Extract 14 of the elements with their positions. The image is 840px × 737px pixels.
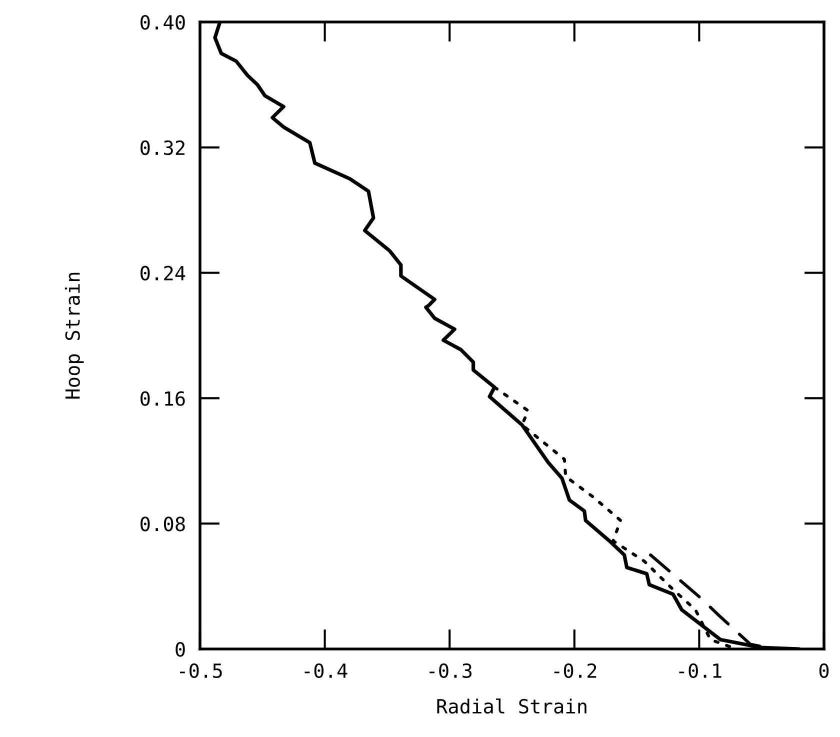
- y-tick-label: 0.40: [140, 15, 185, 30]
- y-tick-label: 0.08: [140, 516, 185, 532]
- x-tick-label: -0.2: [554, 663, 596, 678]
- x-tick-label: -0.3: [430, 663, 472, 678]
- x-axis-title: Radial Strain: [437, 698, 586, 714]
- x-tick-label: -0.1: [679, 663, 722, 678]
- y-axis-title: Hoop Strain: [64, 272, 84, 399]
- y-tick-label: 0: [176, 642, 185, 657]
- y-tick-label: 0.24: [140, 266, 186, 281]
- x-tick-label: -0.5: [180, 663, 222, 678]
- x-tick-label: 0: [819, 663, 829, 678]
- x-tick-label: -0.4: [304, 663, 348, 678]
- y-tick-label: 0.32: [140, 140, 184, 156]
- y-tick-label: 0.16: [140, 391, 185, 406]
